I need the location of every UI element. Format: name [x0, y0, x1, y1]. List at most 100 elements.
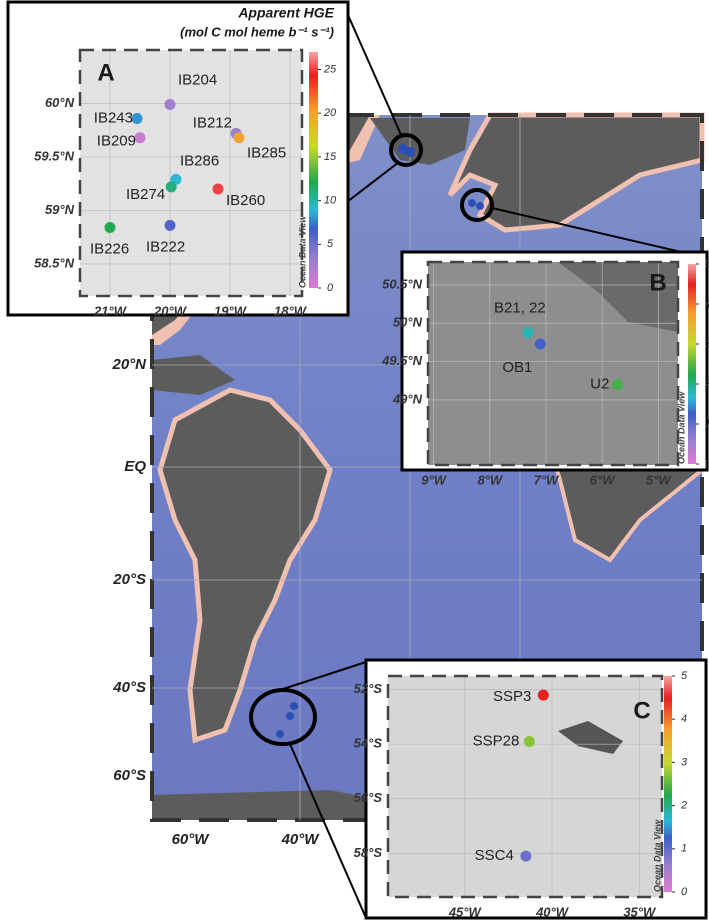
sample-point	[535, 338, 546, 349]
colorbar-tick-label: 5	[681, 670, 688, 682]
x-tick-label: 45°W	[448, 904, 483, 919]
lat-label: 60°S	[113, 767, 146, 784]
sample-point	[524, 736, 535, 747]
x-tick-label: 7°W	[534, 472, 560, 487]
inset-a: 21°W 20°W 19°W 18°W 60°N 59.5°N 59°N 58.5°N 0 5 10…	[8, 2, 348, 318]
lat-label: 40°S	[112, 679, 146, 696]
panel-letter: A	[97, 59, 114, 86]
sample-label: IB243	[94, 109, 133, 126]
colorbar	[664, 676, 672, 892]
colorbar-tick-label: 0	[705, 458, 709, 470]
sample-label: OB1	[502, 359, 532, 376]
sample-label: IB226	[90, 241, 129, 258]
colorbar-tick-label: 15	[324, 151, 337, 163]
x-tick-label: 35°W	[623, 904, 657, 919]
lat-label: EQ	[124, 458, 146, 475]
y-tick-label: 50°N	[393, 315, 423, 330]
sample-point	[165, 220, 176, 231]
colorbar-tick-label: 4	[681, 713, 687, 725]
y-tick-label: 56°S	[354, 790, 383, 805]
sample-label: U2	[590, 376, 609, 393]
x-tick-label: 40°W	[535, 904, 570, 919]
y-tick-label: 58°S	[354, 845, 383, 860]
site-dot	[286, 712, 294, 720]
sample-point	[234, 132, 245, 143]
x-tick-label: 18°W	[274, 303, 308, 318]
colorbar-unit: (mol C mol heme b⁻¹ s⁻¹)	[180, 24, 334, 39]
y-tick-label: 59.5°N	[34, 148, 75, 163]
y-tick-label: 49.5°N	[381, 353, 423, 368]
sample-label: B21, 22	[494, 299, 546, 316]
site-dot	[476, 202, 484, 210]
sample-point	[105, 222, 116, 233]
sample-label: IB285	[247, 145, 286, 162]
colorbar	[309, 52, 318, 288]
sample-label: SSP28	[473, 732, 520, 749]
x-tick-label: 19°W	[214, 303, 248, 318]
site-dot	[290, 702, 298, 710]
colorbar-tick-label: 3	[681, 756, 688, 768]
lon-label: 40°W	[281, 831, 321, 848]
site-dot	[276, 730, 284, 738]
figure: 20°NEQ20°S40°S60°S60°W40°W 21°W20°W19°W1…	[0, 0, 709, 922]
sample-point	[523, 327, 534, 338]
sample-point	[612, 379, 623, 390]
colorbar-tick-label: 5	[705, 258, 709, 270]
lat-label: 20°N	[111, 356, 147, 373]
colorbar-tick-label: 10	[324, 194, 337, 206]
sample-point	[166, 181, 177, 192]
colorbar	[688, 264, 696, 464]
x-tick-label: 21°W	[93, 303, 128, 318]
sample-label: IB274	[126, 186, 165, 203]
site-dot	[468, 199, 476, 207]
sample-point	[165, 99, 176, 110]
x-tick-label: 5°W	[646, 472, 672, 487]
colorbar-tick-label: 3	[705, 338, 709, 350]
sample-label: IB286	[180, 152, 219, 169]
colorbar-tick-label: 0	[327, 282, 334, 294]
y-tick-label: 52°S	[354, 681, 383, 696]
lon-label: 60°W	[172, 831, 211, 848]
inset-b: 9°W 8°W 7°W 6°W 5°W 50.5°N 50°N 49.5°N 49°N 0 1 2 3 4…	[381, 252, 709, 487]
lat-label: 20°S	[112, 571, 146, 588]
sample-label: SSP3	[493, 688, 531, 705]
x-tick-label: 8°W	[477, 472, 503, 487]
colorbar-title: Apparent HGE	[237, 5, 334, 21]
sample-point	[538, 690, 549, 701]
x-tick-label: 6°W	[590, 472, 616, 487]
plot-area	[388, 676, 662, 897]
colorbar-tick-label: 1	[705, 418, 709, 430]
sample-label: IB222	[146, 238, 185, 255]
antarctica	[152, 790, 380, 820]
site-dot	[405, 147, 415, 157]
colorbar-tick-label: 20	[323, 107, 337, 119]
sample-label: IB212	[193, 114, 232, 131]
colorbar-tick-label: 2	[704, 378, 709, 390]
colorbar-tick-label: 5	[327, 238, 334, 250]
sample-label: SSC4	[475, 847, 514, 864]
colorbar-tick-label: 1	[681, 843, 687, 855]
sample-point	[135, 132, 146, 143]
colorbar-tick-label: 4	[705, 298, 709, 310]
sample-label: IB260	[226, 192, 265, 209]
y-tick-label: 58.5°N	[34, 255, 75, 270]
y-tick-label: 60°N	[45, 95, 75, 110]
panel-letter: C	[633, 697, 650, 724]
y-tick-label: 59°N	[45, 202, 75, 217]
watermark: Ocean Data View	[297, 215, 307, 288]
panel-letter: B	[649, 269, 666, 296]
watermark: Ocean Data View	[652, 819, 662, 892]
sample-point	[132, 113, 143, 124]
watermark: Ocean Data View	[676, 391, 686, 464]
colorbar-tick-label: 25	[323, 63, 337, 75]
sample-point	[520, 851, 531, 862]
y-tick-label: 54°S	[354, 736, 383, 751]
sample-label: IB204	[178, 72, 217, 89]
y-tick-label: 49°N	[392, 391, 423, 406]
sample-label: IB209	[97, 133, 136, 150]
y-tick-label: 50.5°N	[382, 276, 423, 291]
x-tick-label: 20°W	[153, 303, 188, 318]
x-tick-label: 9°W	[421, 472, 447, 487]
colorbar-tick-label: 2	[680, 800, 687, 812]
